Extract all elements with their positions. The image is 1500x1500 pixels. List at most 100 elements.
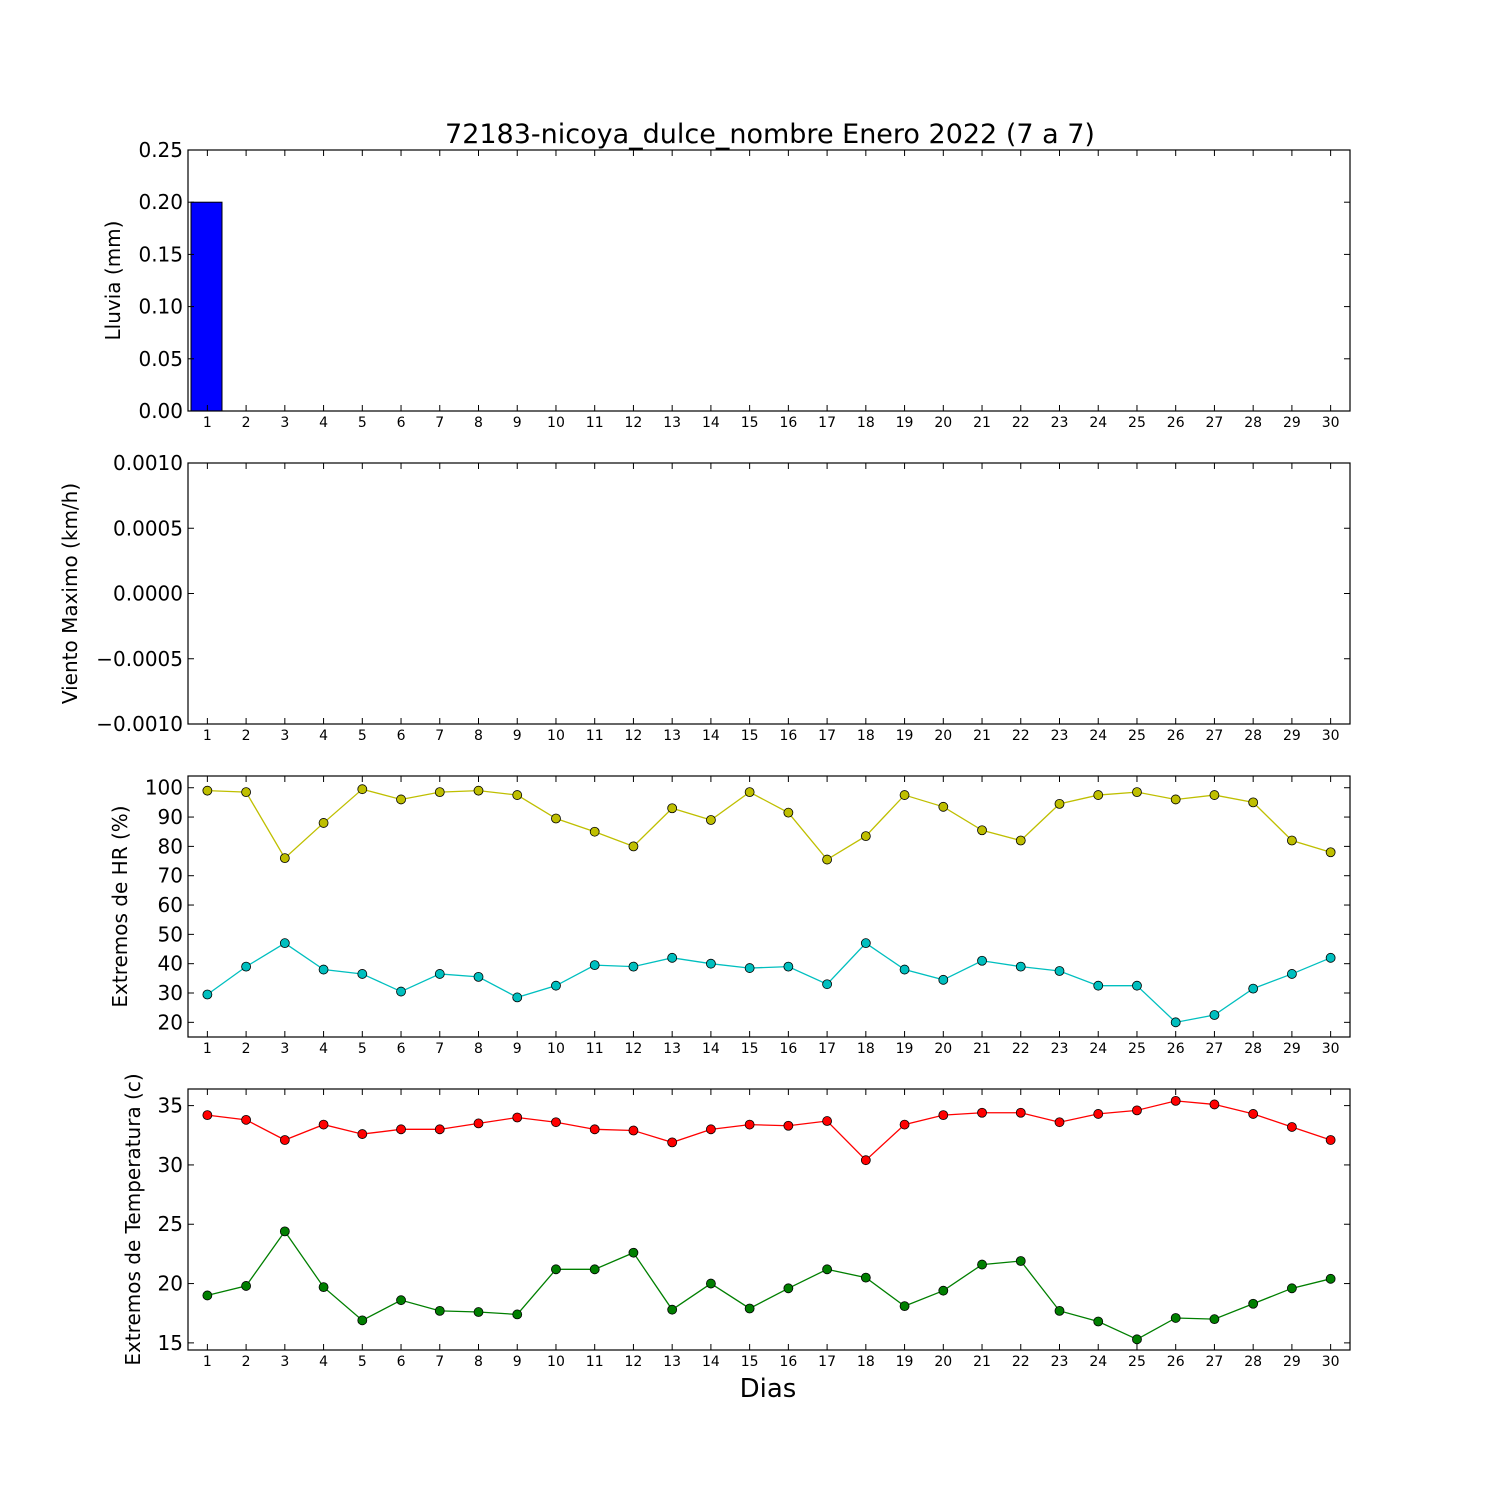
x-tick-label: 13 xyxy=(663,415,681,431)
x-tick-label: 8 xyxy=(474,1041,483,1057)
point-series-1-day-15 xyxy=(744,1119,755,1130)
y-tick-label: 80 xyxy=(158,834,183,858)
point-series-2-day-11 xyxy=(589,960,600,971)
point-series-2-day-13 xyxy=(667,952,678,963)
x-tick-label: 2 xyxy=(242,1041,251,1057)
y-tick-label: 70 xyxy=(158,864,183,888)
x-tick-label: 11 xyxy=(586,415,604,431)
point-series-1-day-18 xyxy=(860,1155,871,1166)
x-tick-label: 24 xyxy=(1089,728,1107,744)
y-tick-label: 0.15 xyxy=(138,242,183,266)
x-tick-label: 6 xyxy=(397,1041,406,1057)
x-tick-label: 17 xyxy=(818,415,836,431)
point-series-1-day-14 xyxy=(706,1124,716,1135)
x-tick-label: 2 xyxy=(242,1354,251,1370)
y-tick-label: 60 xyxy=(158,893,183,917)
point-series-2-day-4 xyxy=(318,1282,329,1293)
point-series-1-day-24 xyxy=(1093,790,1104,800)
series-line-1 xyxy=(207,788,1331,861)
x-tick-label: 27 xyxy=(1206,415,1224,431)
point-series-1-day-11 xyxy=(589,1124,600,1135)
point-series-1-day-5 xyxy=(357,784,368,795)
x-tick-label: 24 xyxy=(1089,1354,1107,1370)
x-tick-label: 25 xyxy=(1128,1041,1146,1057)
point-series-1-day-22 xyxy=(1015,1107,1026,1118)
point-series-1-day-8 xyxy=(473,785,484,796)
x-tick-label: 21 xyxy=(973,1041,991,1057)
point-series-2-day-26 xyxy=(1170,1313,1181,1323)
x-tick-label: 16 xyxy=(779,728,797,744)
point-series-2-day-23 xyxy=(1054,1305,1065,1316)
point-series-2-day-26 xyxy=(1170,1017,1181,1028)
x-tick-label: 7 xyxy=(435,1354,444,1370)
point-series-1-day-7 xyxy=(434,1124,445,1135)
y-tick-label: 0.05 xyxy=(138,347,183,371)
x-tick-label: 27 xyxy=(1206,1354,1224,1370)
x-tick-label: 1 xyxy=(203,1041,212,1057)
x-tick-label: 23 xyxy=(1051,728,1069,744)
x-tick-label: 9 xyxy=(513,1354,522,1370)
point-series-2-day-25 xyxy=(1132,1334,1142,1345)
point-series-1-day-13 xyxy=(667,803,678,814)
figure-title: 72183-nicoya_dulce_nombre Enero 2022 (7 … xyxy=(445,119,1095,150)
x-tick-label: 27 xyxy=(1206,728,1224,744)
point-series-2-day-29 xyxy=(1287,969,1297,979)
point-series-1-day-19 xyxy=(899,1119,910,1130)
point-series-2-day-14 xyxy=(706,1278,716,1289)
x-tick-label: 23 xyxy=(1051,1041,1069,1057)
point-series-2-day-8 xyxy=(473,1307,484,1317)
point-series-2-day-7 xyxy=(434,969,445,979)
axes-frame xyxy=(187,1088,1351,1351)
point-series-1-day-6 xyxy=(396,1124,406,1135)
point-series-1-day-9 xyxy=(512,790,523,800)
x-tick-label: 25 xyxy=(1128,1354,1146,1370)
x-tick-label: 3 xyxy=(280,415,289,431)
point-series-1-day-9 xyxy=(512,1112,523,1123)
point-series-1-day-29 xyxy=(1287,1122,1297,1132)
point-series-1-day-18 xyxy=(860,831,871,842)
y-axis-label: Extremos de Temperatura (c) xyxy=(121,1073,145,1365)
x-tick-label: 17 xyxy=(818,1041,836,1057)
x-tick-label: 12 xyxy=(625,1354,643,1370)
point-series-2-day-17 xyxy=(822,1264,832,1275)
point-series-1-day-6 xyxy=(396,794,406,805)
x-tick-label: 4 xyxy=(319,728,328,744)
point-series-1-day-26 xyxy=(1170,1095,1181,1106)
x-tick-label: 21 xyxy=(973,1354,991,1370)
point-series-2-day-11 xyxy=(589,1264,600,1275)
x-tick-label: 12 xyxy=(625,415,643,431)
point-series-2-day-29 xyxy=(1287,1283,1297,1294)
x-tick-label: 25 xyxy=(1128,415,1146,431)
point-series-2-day-9 xyxy=(512,992,523,1003)
x-tick-label: 5 xyxy=(358,1041,367,1057)
point-series-1-day-22 xyxy=(1015,835,1026,846)
point-series-2-day-30 xyxy=(1325,952,1336,963)
point-series-2-day-4 xyxy=(318,964,329,975)
point-series-1-day-23 xyxy=(1054,798,1065,809)
panels-group: 0.000.050.100.150.200.251 2 3 4 5 6 7 8 9 10 11 12 1… xyxy=(58,138,1351,1370)
x-tick-label: 5 xyxy=(358,415,367,431)
x-tick-label: 6 xyxy=(397,1354,406,1370)
point-series-1-day-27 xyxy=(1209,790,1220,800)
point-series-2-day-10 xyxy=(551,1264,561,1275)
point-series-2-day-16 xyxy=(783,1283,794,1294)
point-series-1-day-27 xyxy=(1209,1099,1220,1110)
x-tick-label: 16 xyxy=(779,1354,797,1370)
y-axis-label: Viento Maximo (km/h) xyxy=(58,483,82,704)
x-tick-label: 7 xyxy=(435,728,444,744)
point-series-2-day-15 xyxy=(744,963,755,973)
y-tick-label: 20 xyxy=(158,1010,183,1034)
point-series-1-day-25 xyxy=(1132,1105,1142,1116)
x-tick-label: 15 xyxy=(741,1041,759,1057)
point-series-1-day-13 xyxy=(667,1137,678,1148)
point-series-1-day-12 xyxy=(628,1125,639,1136)
x-tick-label: 21 xyxy=(973,728,991,744)
point-series-1-day-23 xyxy=(1054,1117,1065,1128)
point-series-1-day-3 xyxy=(279,1135,290,1145)
x-tick-label: 20 xyxy=(934,1354,952,1370)
x-tick-label: 24 xyxy=(1089,415,1107,431)
point-series-2-day-3 xyxy=(279,1226,290,1237)
x-tick-label: 21 xyxy=(973,415,991,431)
point-series-1-day-4 xyxy=(318,1119,329,1130)
y-tick-label: 15 xyxy=(158,1331,183,1355)
